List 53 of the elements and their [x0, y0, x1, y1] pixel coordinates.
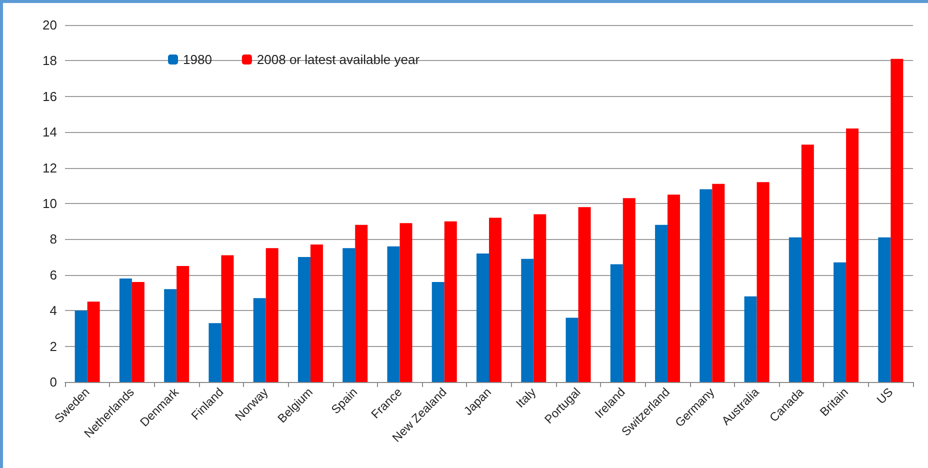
- bar: [712, 184, 725, 382]
- bar: [355, 224, 368, 382]
- bar: [534, 214, 546, 382]
- bar: [878, 237, 891, 382]
- y-tick-label: 16: [42, 88, 57, 104]
- bar: [176, 266, 190, 382]
- bar: [119, 278, 132, 382]
- bar: [801, 144, 814, 382]
- bar: [400, 223, 412, 382]
- bar: [566, 318, 578, 382]
- bar: [221, 255, 234, 382]
- bar: [164, 289, 177, 382]
- x-tick-label: Italy: [513, 385, 539, 410]
- bar: [432, 282, 444, 382]
- bar: [266, 248, 278, 382]
- y-tick-label: 0: [50, 374, 57, 390]
- y-tick-label: 4: [50, 303, 57, 318]
- bar: [132, 282, 144, 382]
- y-tick-label: 12: [42, 160, 57, 176]
- bar: [655, 224, 668, 382]
- bar: [208, 323, 222, 382]
- bar: [890, 58, 904, 382]
- bar: [834, 262, 846, 382]
- legend-label: 1980: [183, 52, 212, 67]
- y-tick-label: 2: [50, 338, 57, 354]
- bar: [744, 296, 757, 382]
- y-tick-label: 20: [42, 18, 57, 32]
- y-tick-label: 6: [50, 267, 57, 282]
- bar: [756, 182, 770, 382]
- y-tick-label: 8: [50, 232, 57, 247]
- bar: [622, 198, 636, 382]
- bar: [253, 298, 266, 382]
- y-tick-label: 18: [42, 53, 57, 68]
- bar: [87, 302, 100, 382]
- bar: [310, 244, 323, 382]
- bar: [489, 218, 502, 382]
- bar: [298, 257, 310, 382]
- bar: [578, 207, 591, 382]
- bar: [342, 248, 356, 382]
- bar: [521, 258, 534, 382]
- bar: [74, 310, 88, 382]
- bar: [846, 128, 859, 382]
- x-tick-label: US: [874, 385, 896, 407]
- bar: [476, 253, 489, 382]
- y-tick-label: 14: [42, 124, 57, 140]
- legend-label: 2008 or latest available year: [256, 52, 420, 67]
- bar: [700, 189, 712, 382]
- bar: [668, 194, 680, 382]
- y-tick-label: 10: [42, 196, 57, 211]
- bar: [387, 246, 400, 382]
- bar: [444, 221, 457, 382]
- bar: [788, 237, 802, 382]
- bar: [610, 264, 623, 382]
